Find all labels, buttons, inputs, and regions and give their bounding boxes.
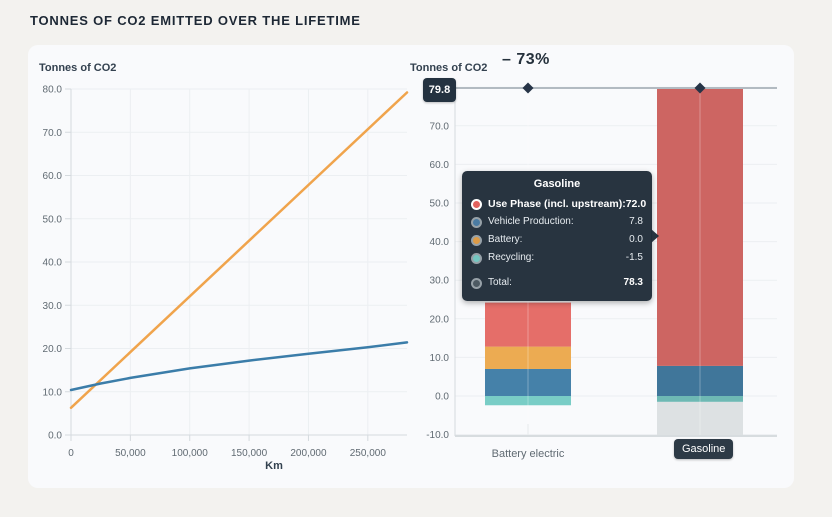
y-tick-label: 70.0	[430, 121, 450, 132]
tooltip: Gasoline Use Phase (incl. upstream): 72.…	[462, 171, 659, 301]
y-tick-label: 30.0	[430, 276, 450, 287]
x-tick-label: 50,000	[115, 448, 146, 459]
y-tick-label: 20.0	[43, 344, 63, 355]
bar-segment-use-phase-incl-upstream--gasoline[interactable]	[657, 87, 743, 366]
hover-band	[657, 401, 743, 435]
chart-card: Tonnes of CO2 Tonnes of CO2 0.0 10.0 20.0 3…	[28, 45, 794, 488]
bar-segment-vehicle-production-battery-electric[interactable]	[485, 368, 571, 396]
bar-segment-recycling-battery-electric[interactable]	[485, 396, 571, 406]
tooltip-row-use-phase: Use Phase (incl. upstream): 72.0	[471, 195, 646, 213]
reference-value-badge: 79.8	[423, 78, 456, 102]
y-tick-label: 60.0	[430, 160, 450, 171]
line-battery-electric[interactable]	[69, 341, 409, 392]
diamond-marker-icon[interactable]	[522, 82, 534, 94]
y-tick-label: 50.0	[430, 199, 450, 210]
line-gasoline[interactable]	[69, 91, 409, 410]
battery-dot-icon	[471, 234, 482, 246]
x-tick-label: 200,000	[290, 448, 327, 459]
y-tick-label: 10.0	[43, 387, 63, 398]
bar-chart[interactable]: -10.00.010.020.030.040.050.060.070.080.0…	[420, 45, 794, 488]
recycling-dot-icon	[471, 252, 482, 264]
y-tick-label: 0.0	[48, 431, 62, 442]
right-chart-axis-title: Tonnes of CO2	[410, 62, 488, 74]
y-tick-label: 30.0	[43, 301, 63, 312]
y-tick-label: 40.0	[43, 258, 63, 269]
x-tick-label: 150,000	[231, 448, 268, 459]
left-chart-axis-title: Tonnes of CO2	[39, 62, 117, 74]
bar-segment-recycling-gasoline[interactable]	[657, 396, 743, 402]
category-label-battery-electric[interactable]: Battery electric	[492, 448, 565, 460]
y-tick-label: 60.0	[43, 171, 63, 182]
tooltip-row-total: Total: 78.3	[471, 274, 643, 292]
y-tick-label: 70.0	[43, 128, 63, 139]
y-tick-label: 50.0	[43, 214, 63, 225]
tooltip-title: Gasoline	[533, 178, 581, 190]
page-title: TONNES OF CO2 EMITTED OVER THE LIFETIME	[30, 13, 361, 28]
tooltip-arrow-icon	[651, 229, 659, 243]
x-tick-label: 250,000	[350, 448, 387, 459]
dim-overlay	[657, 87, 743, 402]
bar-segment-battery-battery-electric[interactable]	[485, 346, 571, 369]
tooltip-row-vehicle-production: Vehicle Production: 7.8	[471, 213, 643, 231]
line-chart[interactable]: 0.0 10.0 20.0 30.0 40.0 50.0 60.0 70.0 80.0 0 50,0…	[28, 45, 420, 488]
tooltip-row-recycling: Recycling: -1.5	[471, 249, 643, 267]
bar-segment-use-phase-incl-upstream--battery-electric[interactable]	[485, 302, 571, 347]
x-tick-label: 0	[68, 448, 74, 459]
y-tick-label: 20.0	[430, 314, 450, 325]
bar-segment-vehicle-production-gasoline[interactable]	[657, 365, 743, 396]
y-tick-label: 80.0	[43, 85, 63, 96]
y-tick-label: 10.0	[430, 353, 450, 364]
total-dot-icon	[471, 277, 482, 289]
delta-percentage-label: – 73%	[502, 51, 550, 68]
x-tick-label: 100,000	[172, 448, 209, 459]
y-tick-label: 40.0	[430, 237, 450, 248]
y-tick-label: -10.0	[426, 430, 449, 441]
diamond-marker-icon[interactable]	[694, 82, 706, 94]
use-phase-dot-icon	[471, 198, 482, 210]
y-tick-label: 0.0	[435, 392, 449, 403]
x-axis-title-km: Km	[265, 460, 283, 472]
vehicle-production-dot-icon	[471, 216, 482, 228]
gasoline-category-badge[interactable]: Gasoline	[674, 439, 734, 459]
tooltip-row-battery: Battery: 0.0	[471, 231, 643, 249]
